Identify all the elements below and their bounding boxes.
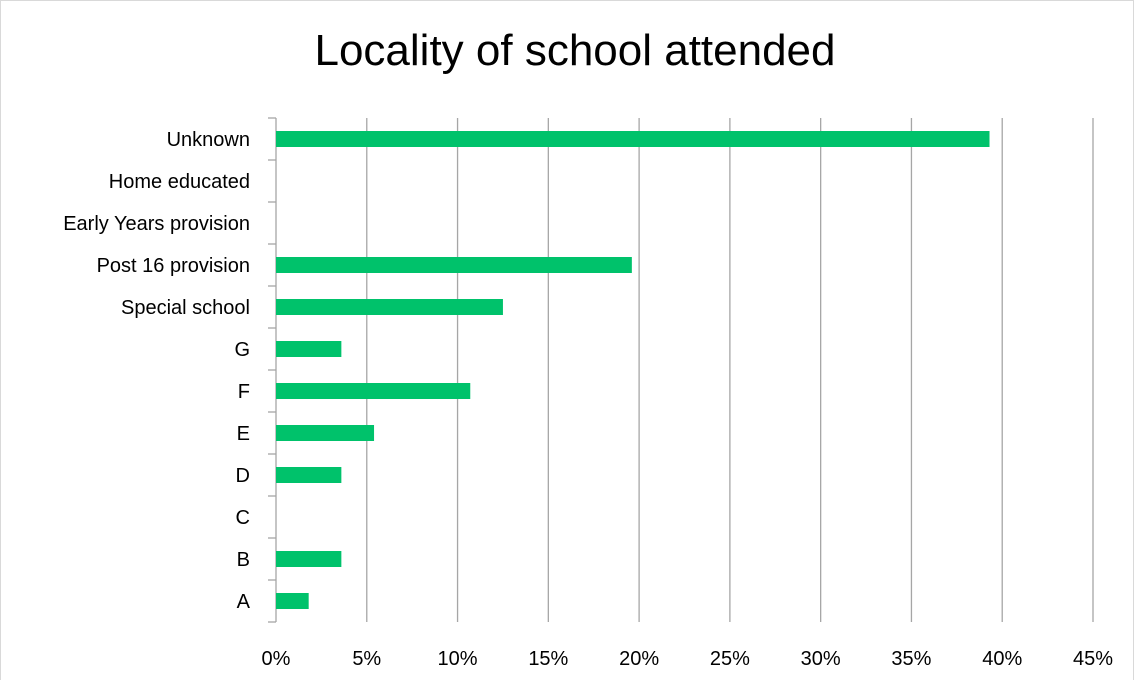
category-label-7: E: [237, 423, 250, 445]
x-tick-label-8: 40%: [982, 648, 1022, 670]
x-tick-label-4: 20%: [619, 648, 659, 670]
bar-3: [276, 257, 632, 273]
bar-6: [276, 383, 471, 399]
bar-11: [276, 593, 309, 609]
x-tick-label-2: 10%: [438, 648, 478, 670]
category-label-3: Post 16 provision: [97, 255, 250, 277]
bar-7: [276, 425, 375, 441]
category-label-4: Special school: [121, 297, 250, 319]
bar-0: [276, 131, 990, 147]
chart-title: Locality of school attended: [314, 26, 836, 75]
category-label-5: G: [234, 339, 250, 361]
bar-10: [276, 551, 342, 567]
category-label-11: A: [237, 591, 251, 613]
x-tick-label-3: 15%: [528, 648, 568, 670]
category-label-2: Early Years provision: [63, 213, 250, 235]
x-tick-label-6: 30%: [801, 648, 841, 670]
bar-4: [276, 299, 503, 315]
category-label-9: C: [236, 507, 250, 529]
x-tick-label-5: 25%: [710, 648, 750, 670]
x-tick-label-9: 45%: [1073, 648, 1113, 670]
category-label-8: D: [236, 465, 250, 487]
category-label-0: Unknown: [167, 129, 250, 151]
category-label-6: F: [238, 381, 250, 403]
x-tick-label-1: 5%: [352, 648, 381, 670]
category-label-1: Home educated: [109, 171, 250, 193]
bar-8: [276, 467, 342, 483]
category-label-10: B: [237, 549, 250, 571]
bar-5: [276, 341, 342, 357]
x-tick-label-7: 35%: [891, 648, 931, 670]
x-tick-label-0: 0%: [262, 648, 291, 670]
